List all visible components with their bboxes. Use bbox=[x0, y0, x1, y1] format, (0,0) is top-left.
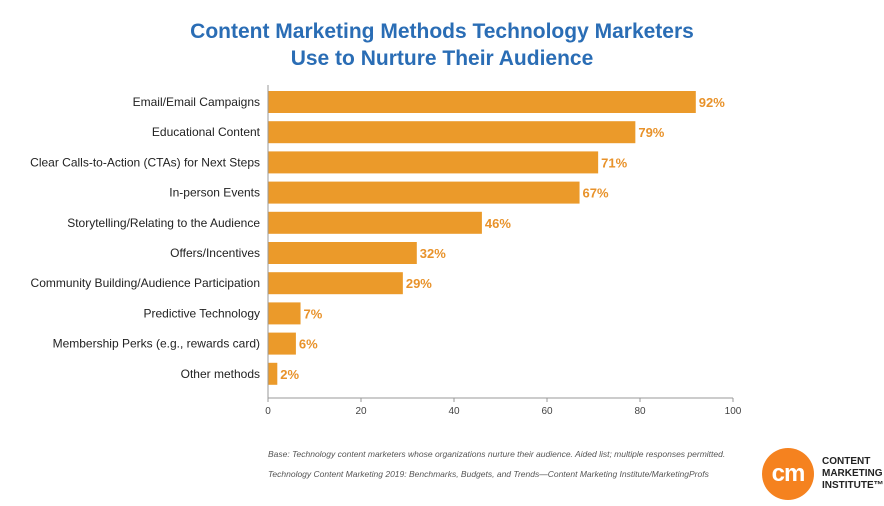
cmi-logo-wordmark: CONTENT MARKETING INSTITUTE™ bbox=[822, 456, 884, 492]
x-tick-label: 100 bbox=[725, 406, 742, 417]
bar bbox=[268, 302, 301, 325]
data-label: 32% bbox=[420, 246, 446, 261]
category-label: Email/Email Campaigns bbox=[133, 95, 260, 109]
data-label: 29% bbox=[406, 276, 432, 291]
chart-title-line-1: Content Marketing Methods Technology Mar… bbox=[190, 20, 694, 43]
data-label: 67% bbox=[583, 186, 609, 201]
cmi-logo: cm CONTENT MARKETING INSTITUTE™ bbox=[762, 448, 884, 502]
bar-chart: Email/Email Campaigns 92% Educational Cont… bbox=[30, 85, 742, 417]
data-label: 71% bbox=[601, 155, 627, 170]
x-tick-label: 40 bbox=[448, 406, 460, 417]
logo-line-2: MARKETING bbox=[822, 468, 883, 479]
data-label: 92% bbox=[699, 95, 725, 110]
data-label: 46% bbox=[485, 216, 511, 231]
data-label: 79% bbox=[638, 125, 664, 140]
bar bbox=[268, 272, 403, 295]
x-tick-label: 0 bbox=[265, 406, 271, 417]
cmi-logo-mark: cm bbox=[762, 448, 814, 500]
bar bbox=[268, 242, 417, 264]
bar bbox=[268, 332, 296, 355]
bar bbox=[268, 91, 696, 113]
chart-title: Content Marketing Methods Technology Mar… bbox=[0, 18, 884, 72]
x-tick-label: 20 bbox=[355, 406, 367, 417]
chart-notes: Base: Technology content marketers whose… bbox=[268, 444, 725, 484]
x-tick-label: 60 bbox=[541, 406, 553, 417]
category-label: Offers/Incentives bbox=[170, 246, 260, 260]
bar bbox=[268, 362, 278, 385]
category-label: Community Building/Audience Participatio… bbox=[31, 276, 260, 290]
data-label: 2% bbox=[280, 367, 299, 382]
category-label: In-person Events bbox=[169, 186, 260, 200]
category-label: Clear Calls-to-Action (CTAs) for Next St… bbox=[30, 155, 260, 169]
data-label: 6% bbox=[299, 337, 318, 352]
data-label: 7% bbox=[304, 306, 323, 321]
bar bbox=[268, 211, 482, 234]
bar bbox=[268, 181, 580, 204]
base-note: Base: Technology content marketers whose… bbox=[268, 449, 726, 459]
source-note: Technology Content Marketing 2019: Bench… bbox=[268, 469, 709, 479]
category-label: Other methods bbox=[181, 367, 260, 381]
bar bbox=[268, 121, 636, 144]
bar bbox=[268, 151, 599, 174]
x-tick-label: 80 bbox=[634, 406, 646, 417]
category-label: Membership Perks (e.g., rewards card) bbox=[53, 337, 260, 351]
logo-line-1: CONTENT bbox=[822, 456, 871, 467]
logo-line-3: INSTITUTE™ bbox=[822, 480, 884, 491]
category-label: Storytelling/Relating to the Audience bbox=[67, 216, 260, 230]
chart-title-line-2: Use to Nurture Their Audience bbox=[290, 47, 594, 70]
category-label: Predictive Technology bbox=[143, 306, 260, 320]
category-label: Educational Content bbox=[152, 125, 261, 139]
